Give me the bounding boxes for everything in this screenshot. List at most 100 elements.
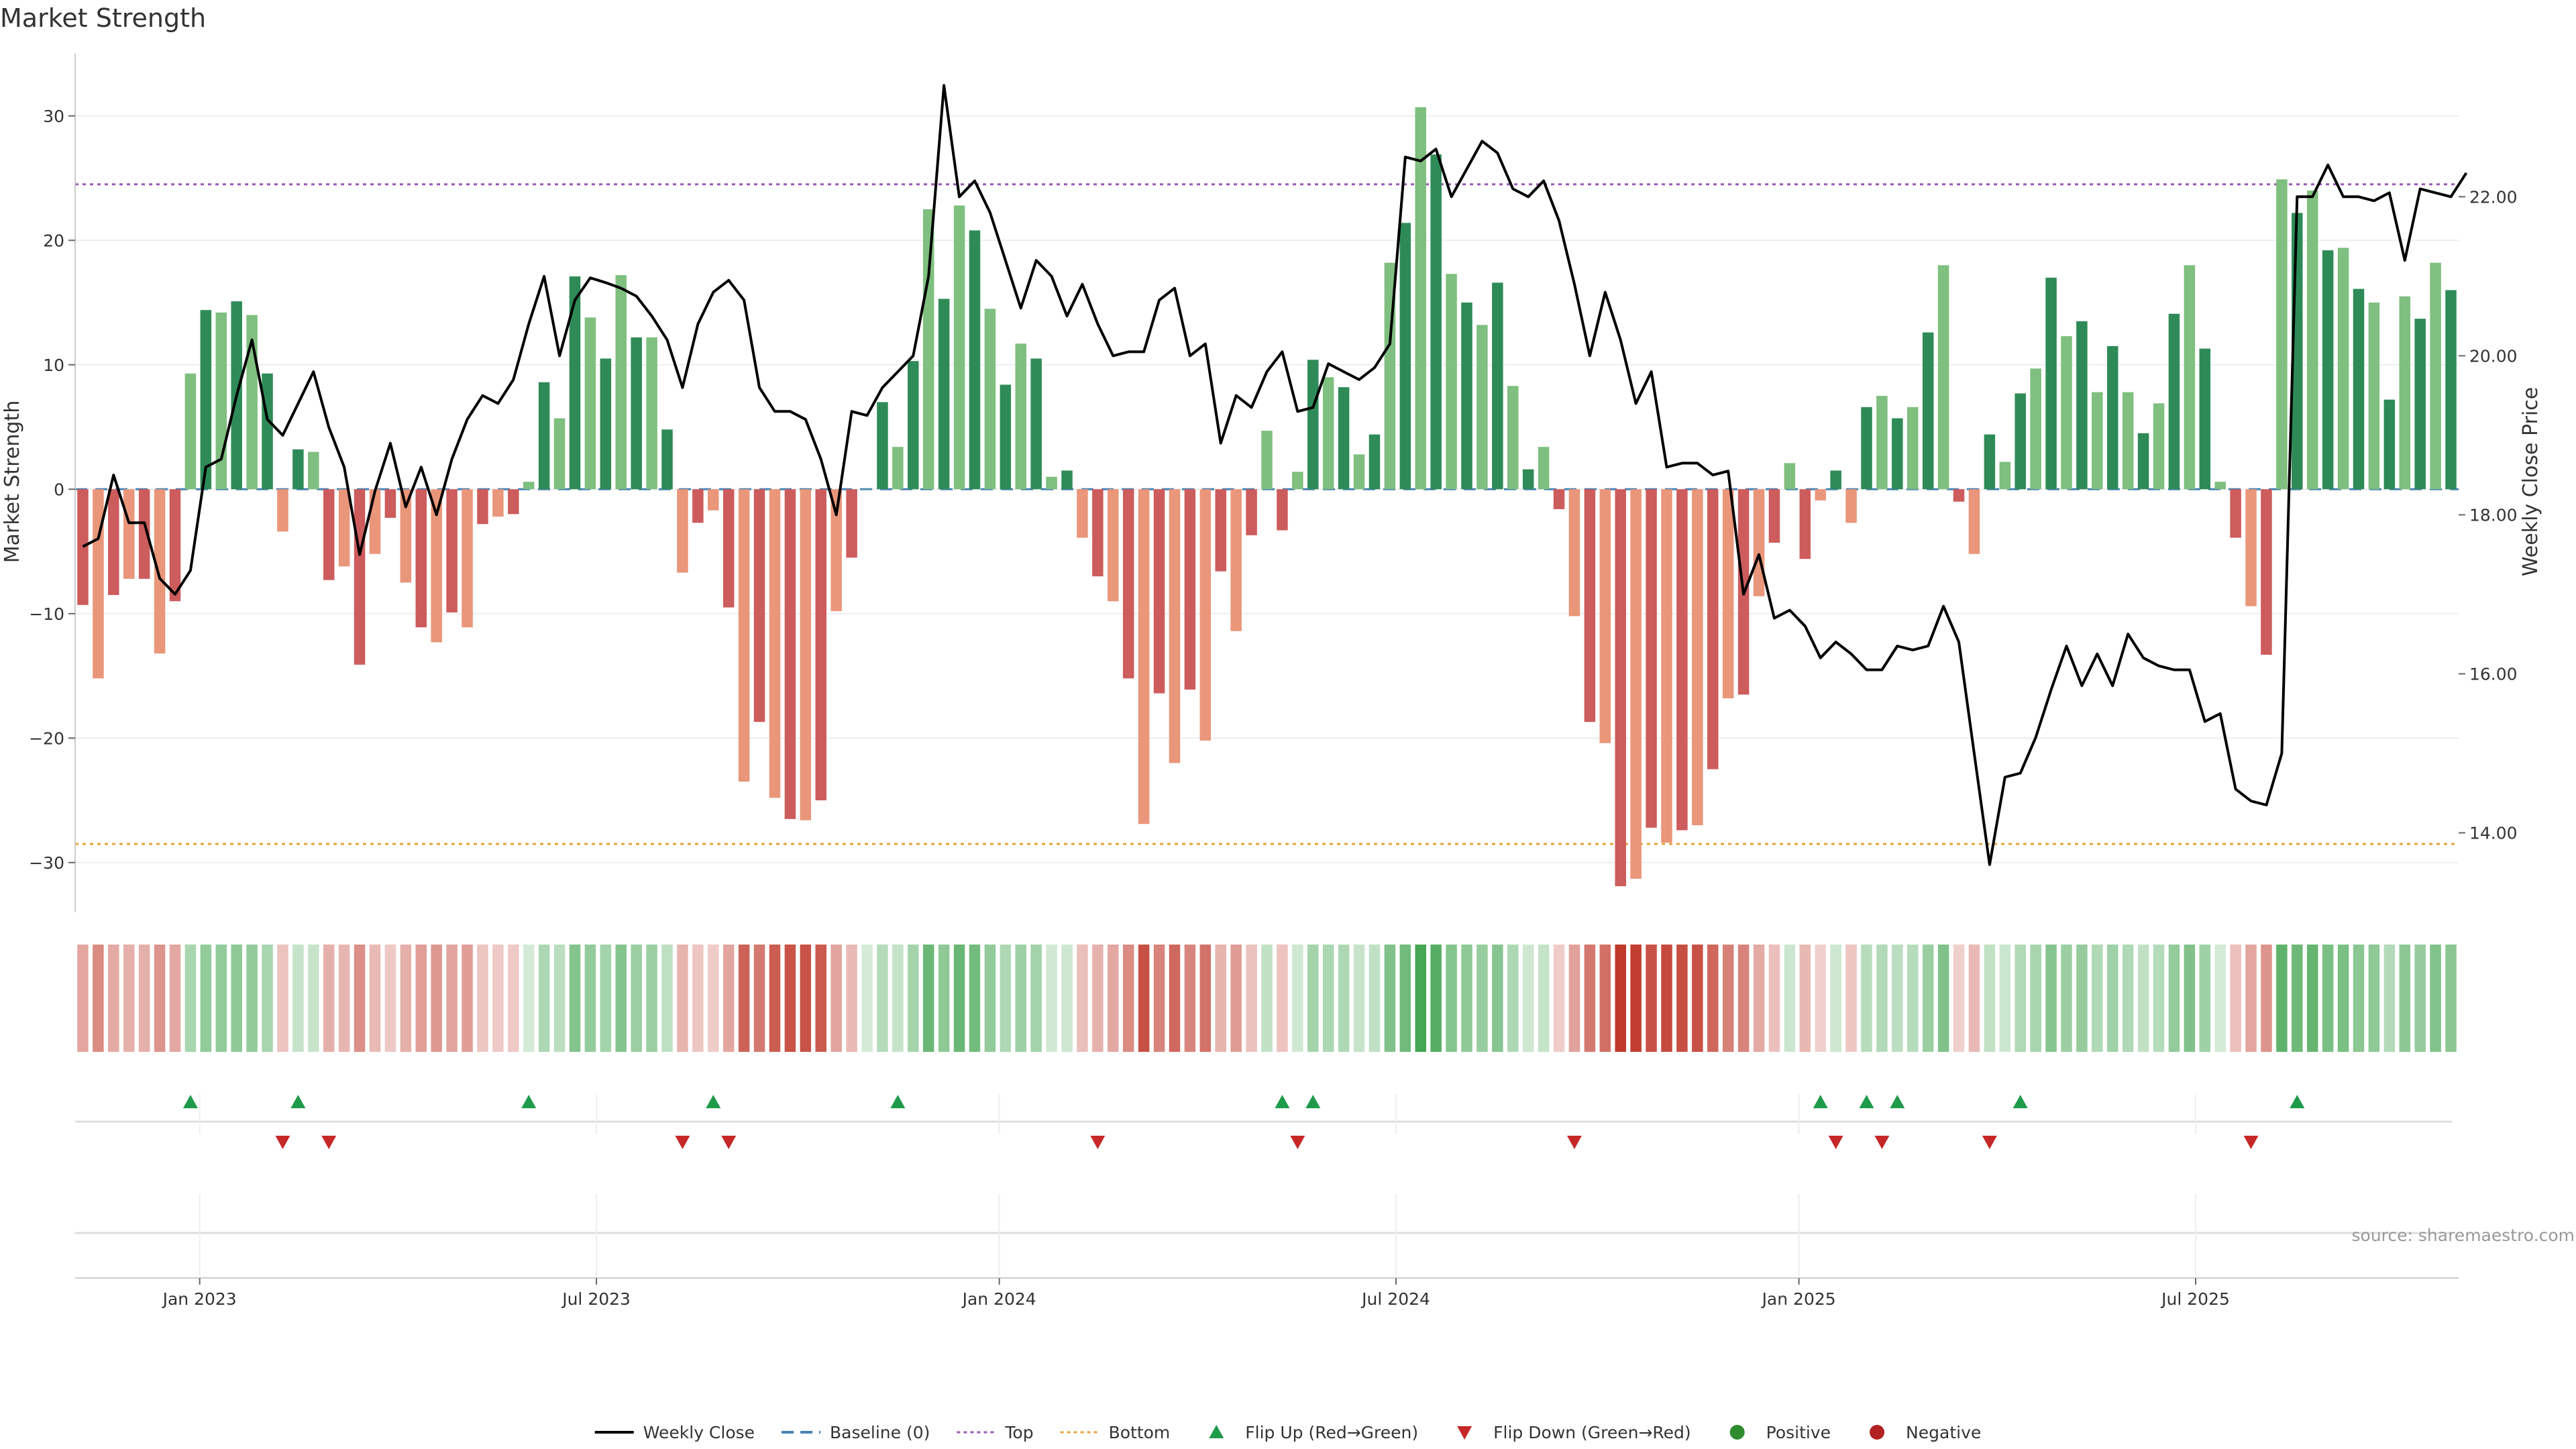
strength-bar — [384, 489, 396, 518]
strength-bar — [553, 418, 566, 490]
heat-cell — [446, 945, 458, 1052]
strength-bar — [2383, 399, 2396, 490]
heat-cell — [1199, 945, 1212, 1052]
strength-bar — [1322, 377, 1334, 490]
heat-cell — [154, 945, 166, 1052]
strength-bar — [938, 299, 950, 490]
strength-heatmap-strip — [77, 945, 2457, 1052]
heat-cell — [769, 945, 781, 1052]
heat-cell — [2061, 945, 2072, 1052]
y2-axis-title: Weekly Close Price — [2519, 387, 2542, 576]
strength-bar — [2122, 392, 2134, 490]
strength-bar — [646, 337, 657, 490]
heat-cell — [215, 945, 227, 1052]
heat-cell — [892, 945, 904, 1052]
heat-cell — [2137, 945, 2149, 1052]
strength-bar — [892, 447, 904, 490]
strength-bar — [953, 205, 965, 490]
heat-cell — [1446, 945, 1457, 1052]
heat-cell — [2292, 945, 2303, 1052]
y-tick-label: 30 — [43, 107, 64, 126]
heat-cell — [2306, 945, 2318, 1052]
heat-cell — [2045, 945, 2057, 1052]
strength-bar — [2076, 321, 2088, 490]
heat-cell — [1845, 945, 1857, 1052]
heat-cell — [908, 945, 919, 1052]
heat-cell — [1277, 945, 1288, 1052]
strength-bar — [2322, 250, 2334, 490]
strength-bar — [1892, 418, 1903, 490]
strength-bar — [600, 358, 612, 490]
strength-bar — [677, 489, 688, 573]
heat-cell — [1108, 945, 1119, 1052]
strength-bar — [569, 276, 581, 490]
strength-bar — [354, 489, 366, 665]
strength-bar — [1584, 489, 1596, 722]
strength-bar — [1215, 489, 1226, 572]
heat-cell — [1246, 945, 1257, 1052]
strength-bar — [1230, 489, 1242, 631]
strength-bar — [1907, 407, 1919, 490]
legend-item: Negative — [1870, 1423, 1981, 1442]
heat-cell — [2030, 945, 2041, 1052]
strength-bar — [1077, 489, 1088, 538]
y-axis-title: Market Strength — [1, 400, 24, 563]
heat-cell — [2214, 945, 2226, 1052]
heat-cell — [1215, 945, 1226, 1052]
heat-cell — [1799, 945, 1811, 1052]
source-note: source: sharemaestro.com — [2352, 1226, 2575, 1245]
x-tick-label: Jan 2025 — [1761, 1289, 1836, 1309]
y-tick-label: −10 — [29, 604, 64, 624]
strength-bar — [1261, 431, 1273, 490]
heat-cell — [1722, 945, 1734, 1052]
flip-down-marker — [675, 1136, 690, 1149]
flip-down-marker — [1566, 1136, 1582, 1149]
strength-bar — [2015, 393, 2026, 490]
legend: Weekly Close Baseline (0) Top Bottom Flip Up… — [594, 1423, 1981, 1442]
heat-cell — [615, 945, 627, 1052]
strength-bar — [1015, 343, 1026, 490]
strength-bar — [138, 489, 150, 579]
heat-cell — [800, 945, 812, 1052]
heat-cell — [969, 945, 981, 1052]
heat-cell — [1615, 945, 1626, 1052]
flip-up-marker — [521, 1095, 537, 1108]
heat-cell — [2368, 945, 2380, 1052]
strength-bar — [262, 373, 273, 490]
heat-cell — [569, 945, 581, 1052]
heat-cell — [1122, 945, 1134, 1052]
heat-cell — [1292, 945, 1303, 1052]
strength-bar — [815, 489, 826, 801]
strength-bar — [2184, 265, 2196, 490]
heat-cell — [77, 945, 89, 1052]
x-tick-label: Jul 2025 — [2160, 1289, 2230, 1309]
heat-cell — [646, 945, 657, 1052]
axes: 30 20 10 0 −10 −20 −30 22.00 20.00 18.00 16.00 14.0… — [29, 54, 2518, 912]
strength-bar — [1108, 489, 1119, 602]
strength-bar — [1399, 223, 1411, 490]
heat-cell — [738, 945, 750, 1052]
strength-bar — [1768, 489, 1780, 543]
heat-cell — [508, 945, 519, 1052]
strength-bar — [1538, 447, 1550, 490]
legend-label: Negative — [1906, 1423, 1981, 1442]
strength-bar — [2306, 191, 2318, 490]
x-tick-label: Jan 2023 — [162, 1289, 237, 1309]
chart-title: Market Strength — [0, 3, 206, 33]
heat-cell — [1415, 945, 1426, 1052]
heat-cell — [415, 945, 427, 1052]
heat-cell — [1230, 945, 1242, 1052]
strength-bar — [2153, 403, 2165, 490]
heat-cell — [2076, 945, 2088, 1052]
heat-cell — [2015, 945, 2026, 1052]
strength-bar — [2353, 288, 2365, 490]
heat-cell — [1737, 945, 1750, 1052]
heat-cell — [2261, 945, 2272, 1052]
strength-bar — [1522, 469, 1534, 490]
flip-up-marker — [1890, 1095, 1905, 1108]
strength-bar — [2030, 368, 2041, 490]
heat-cell — [1322, 945, 1334, 1052]
strength-bar — [292, 449, 304, 490]
strength-bar — [415, 489, 427, 628]
heat-cell — [1568, 945, 1580, 1052]
